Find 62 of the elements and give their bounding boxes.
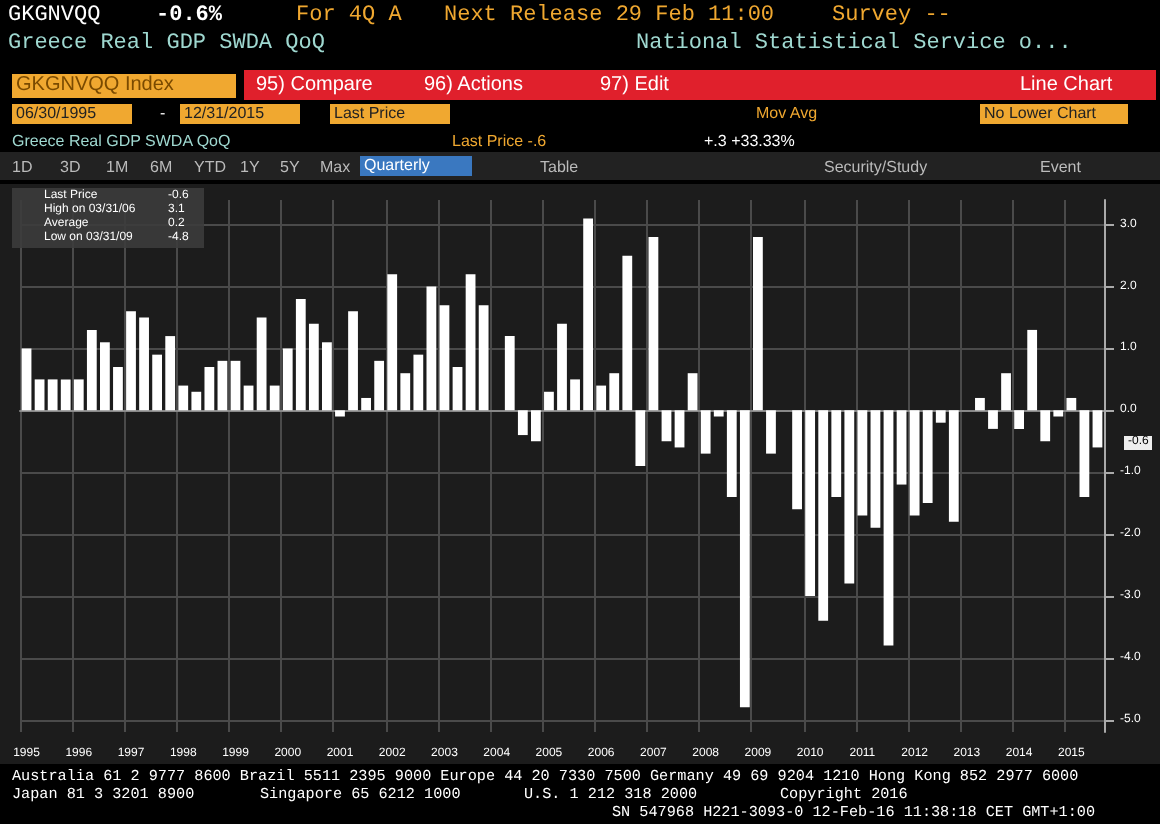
chart-subtitle: Greece Real GDP SWDA QoQ bbox=[12, 132, 231, 150]
text: YTD bbox=[194, 158, 226, 178]
text: For 4Q A bbox=[296, 4, 402, 31]
bar bbox=[648, 237, 659, 411]
bar bbox=[504, 336, 515, 411]
text: Max bbox=[320, 158, 351, 178]
text: National Statistical Service o... bbox=[636, 32, 1072, 59]
bar bbox=[674, 410, 685, 448]
text: Last Price -.6 bbox=[452, 132, 547, 152]
text: 5Y bbox=[280, 158, 300, 178]
text: Table bbox=[540, 158, 579, 178]
bar bbox=[635, 410, 646, 466]
bar bbox=[753, 237, 763, 411]
text: 95) Compare bbox=[256, 74, 373, 98]
bar bbox=[896, 410, 907, 485]
bar bbox=[1092, 410, 1103, 448]
bar bbox=[426, 286, 437, 411]
text: Mov Avg bbox=[756, 104, 818, 124]
text: -0.6% bbox=[156, 4, 223, 31]
text: GKGNVQQ Index bbox=[12, 74, 236, 98]
text: Security/Study bbox=[824, 158, 928, 178]
text: 3D bbox=[60, 158, 81, 178]
bar bbox=[335, 410, 345, 417]
bar bbox=[661, 410, 672, 442]
text: Event bbox=[1040, 158, 1081, 178]
bar bbox=[465, 274, 476, 411]
text: 1M bbox=[106, 158, 129, 178]
text: 1D bbox=[12, 158, 33, 178]
bar bbox=[478, 305, 489, 411]
text: Line Chart bbox=[1020, 74, 1113, 98]
bar bbox=[34, 379, 45, 411]
bar bbox=[230, 360, 241, 411]
bar bbox=[687, 373, 698, 411]
text: - bbox=[160, 104, 166, 124]
text: 06/30/1995 bbox=[12, 104, 132, 124]
bar bbox=[452, 367, 463, 411]
bar bbox=[988, 410, 998, 429]
text: 97) Edit bbox=[600, 74, 669, 98]
bar bbox=[21, 348, 32, 411]
bar bbox=[766, 410, 776, 454]
chart-title: Greece Real GDP SWDA QoQ bbox=[8, 32, 325, 56]
bar bbox=[439, 305, 450, 411]
text: Quarterly bbox=[360, 156, 472, 176]
bar bbox=[1001, 373, 1011, 411]
text: No Lower Chart bbox=[980, 104, 1128, 124]
text: 12/31/2015 bbox=[180, 104, 300, 124]
bar bbox=[1066, 397, 1077, 411]
text: GKGNVQQ bbox=[8, 4, 101, 31]
bar bbox=[1079, 410, 1090, 497]
text: 1Y bbox=[240, 158, 260, 178]
text: 96) Actions bbox=[424, 74, 523, 98]
text: Survey -- bbox=[832, 4, 951, 31]
bar bbox=[1014, 410, 1025, 429]
text: +.3 +33.33% bbox=[704, 132, 795, 152]
text: Next Release 29 Feb 11:00 bbox=[444, 4, 775, 31]
bar bbox=[217, 360, 228, 411]
bar bbox=[883, 410, 894, 646]
bar bbox=[870, 410, 881, 528]
bar bbox=[1027, 329, 1038, 411]
text: Last Price bbox=[330, 104, 450, 124]
text: 6M bbox=[150, 158, 173, 178]
bar bbox=[975, 397, 985, 411]
